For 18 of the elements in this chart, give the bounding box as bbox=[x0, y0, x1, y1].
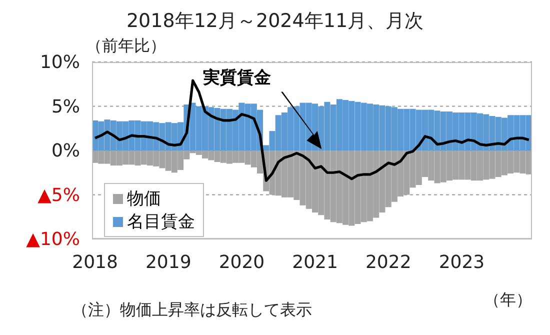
chart-title: 2018年12月～2024年11月、月次 bbox=[125, 9, 425, 34]
x-tick-label: 2021 bbox=[292, 252, 338, 273]
y-tick-label: 5% bbox=[51, 96, 80, 118]
text: （注）物価上昇率は反転して表示 bbox=[72, 300, 312, 321]
x-axis-title: （年） bbox=[484, 290, 532, 311]
x-tick-label: 2023 bbox=[438, 252, 485, 273]
y-tick-label: ▲10% bbox=[26, 229, 80, 250]
y-axis-title: （前年比） bbox=[86, 36, 166, 57]
legend-label: 物価 bbox=[127, 188, 161, 210]
x-tick-label: 2022 bbox=[365, 252, 412, 273]
x-tick-label: 2019 bbox=[145, 252, 192, 273]
y-tick-label: 0% bbox=[51, 140, 80, 162]
legend-label: 名目賃金 bbox=[127, 211, 195, 233]
x-tick-label: 2018 bbox=[72, 252, 118, 273]
y-tick-label: ▲5% bbox=[38, 184, 80, 206]
x-tick-label: 2020 bbox=[218, 252, 265, 273]
y-tick-label: 10% bbox=[40, 52, 80, 73]
series-label: 実質賃金 bbox=[203, 67, 271, 89]
